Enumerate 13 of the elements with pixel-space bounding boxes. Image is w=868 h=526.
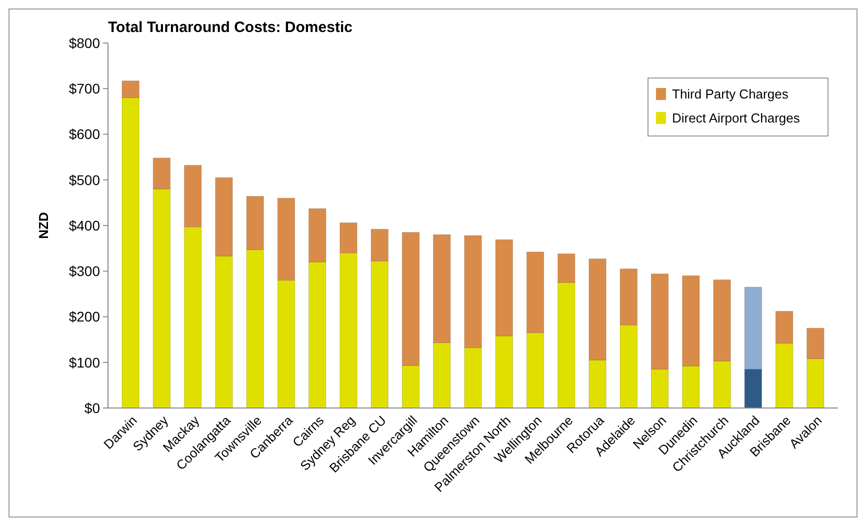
y-tick-label: $500 bbox=[68, 172, 100, 188]
y-tick-label: $700 bbox=[68, 80, 100, 97]
y-tick-label: $800 bbox=[68, 34, 100, 51]
y-tick-label: $100 bbox=[68, 354, 100, 370]
legend-label: Direct Airport Charges bbox=[672, 110, 800, 126]
chart-title: Total Turnaround Costs: Domestic bbox=[108, 19, 352, 36]
y-tick-label: $600 bbox=[68, 126, 100, 142]
y-tick-label: $400 bbox=[68, 217, 100, 234]
y-axis-title: NZD bbox=[36, 212, 51, 239]
y-tick-label: $200 bbox=[68, 308, 100, 325]
y-tick-label: $300 bbox=[68, 263, 100, 280]
y-tick-label: $0 bbox=[84, 400, 100, 416]
legend-label: Third Party Charges bbox=[672, 86, 789, 102]
